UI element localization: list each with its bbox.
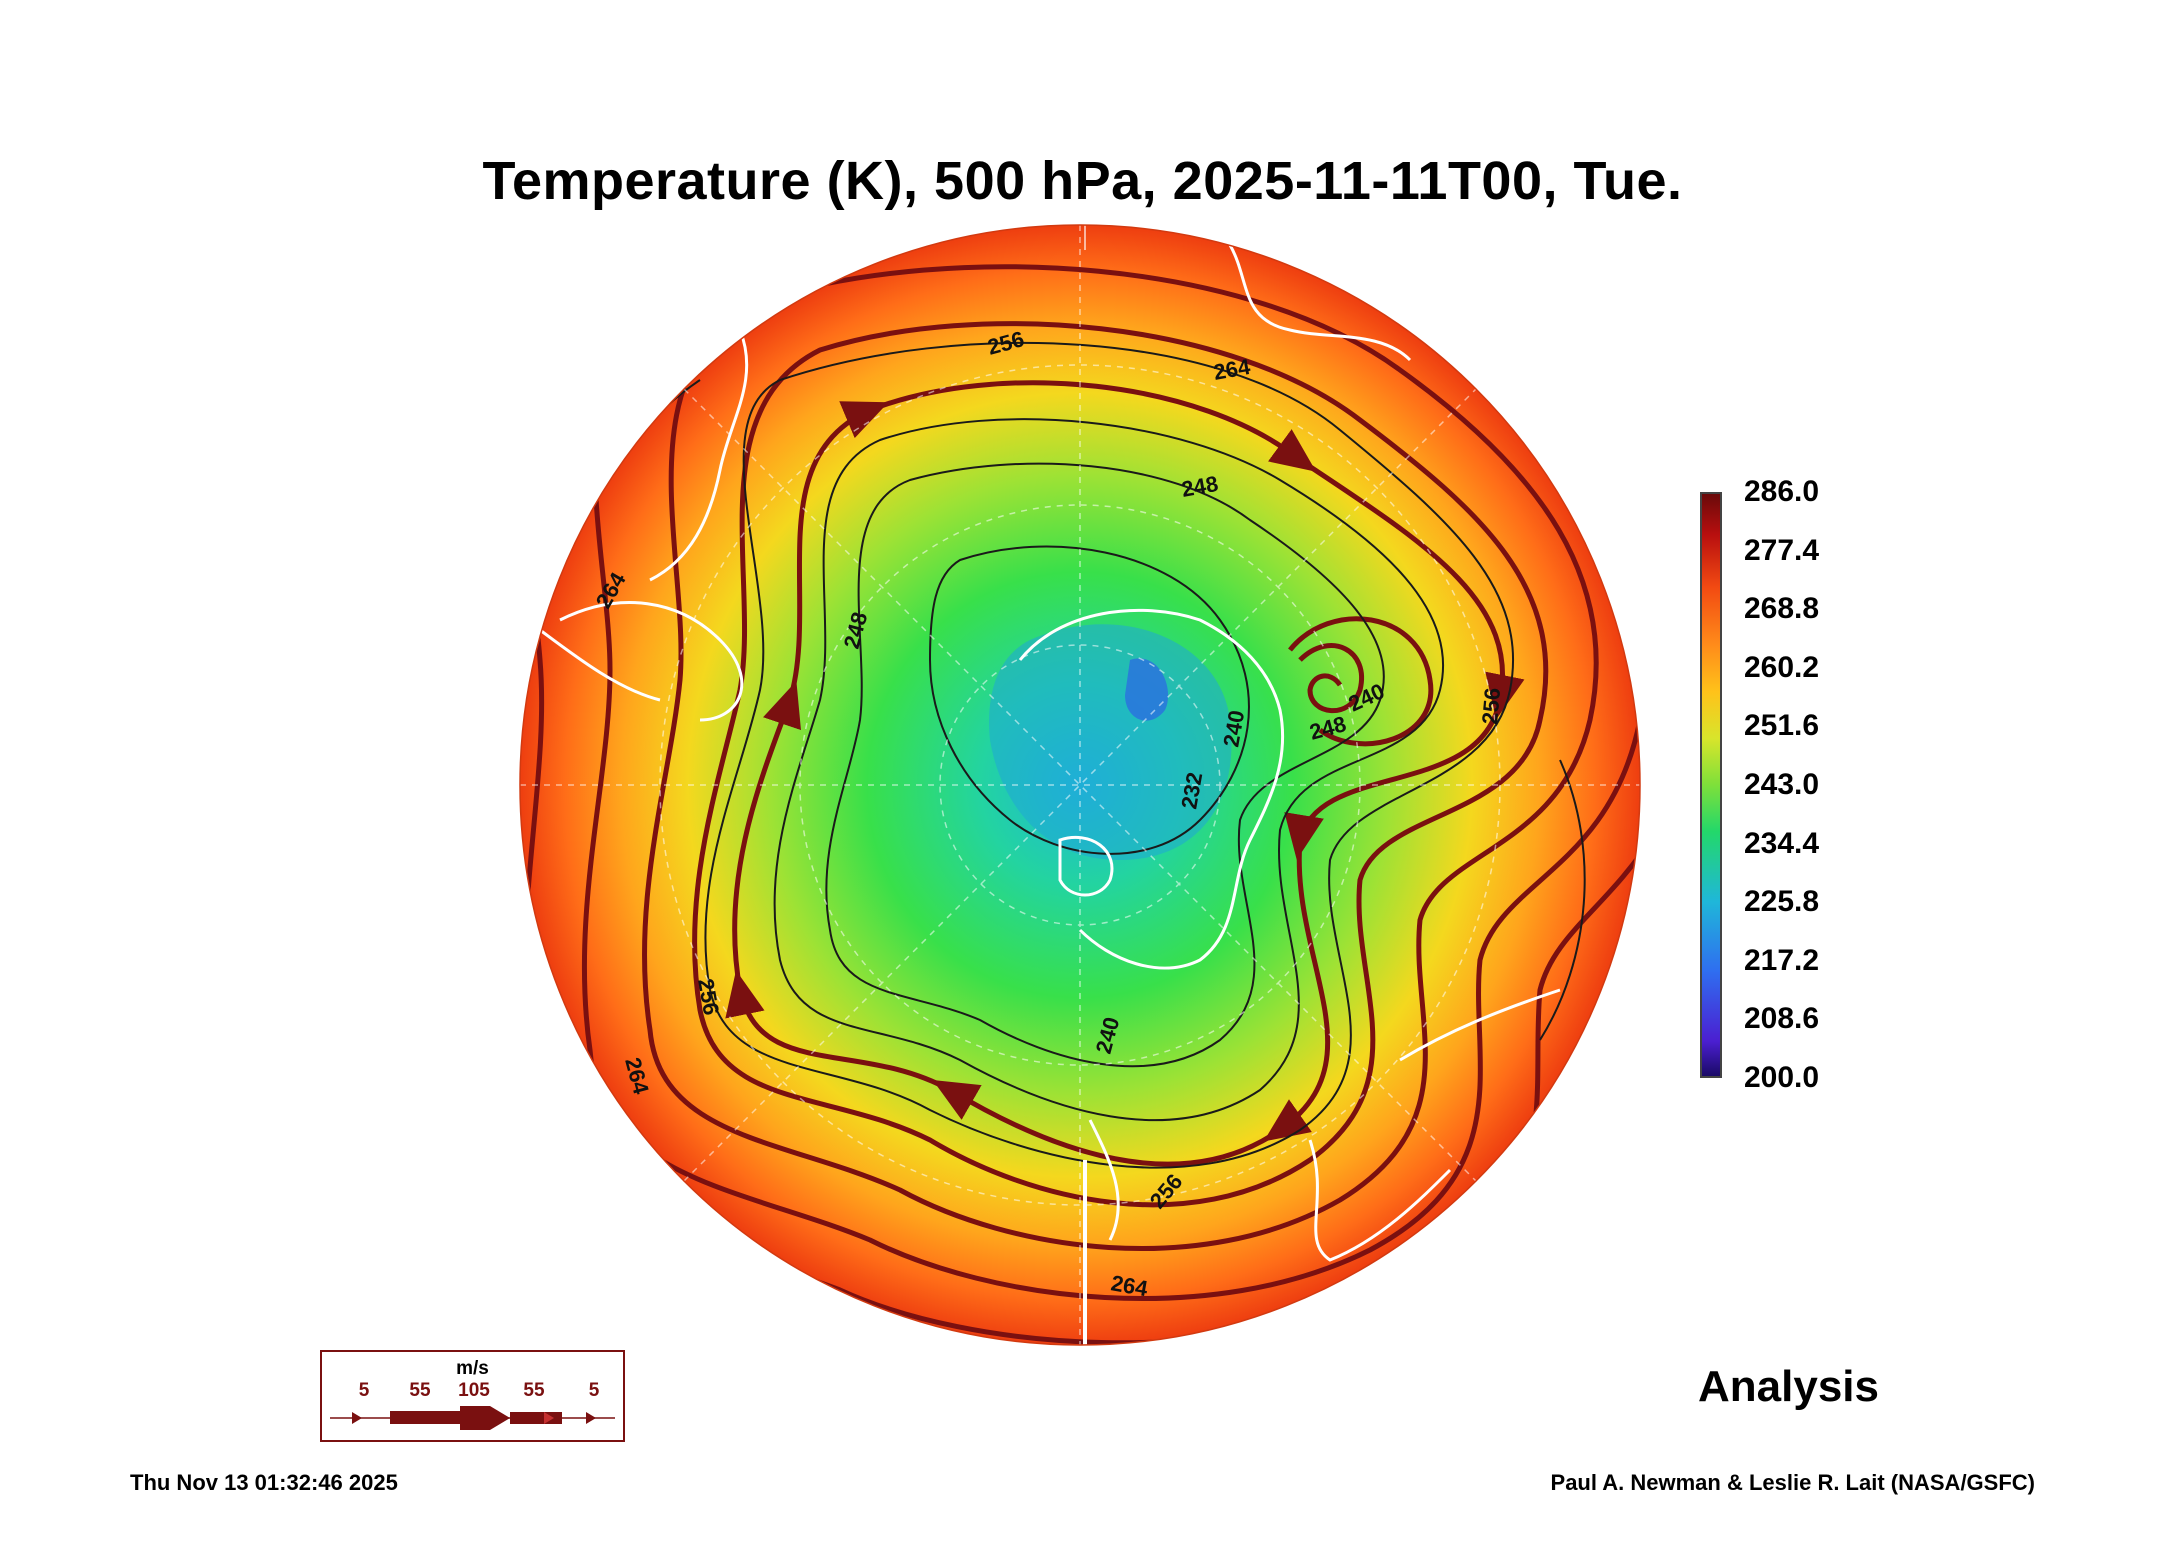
analysis-label: Analysis xyxy=(1698,1362,1879,1411)
colorbar-tick-label: 260.2 xyxy=(1744,650,1820,684)
colorbar-tick-label: 234.4 xyxy=(1744,826,1820,860)
wind-legend-speed: 5 xyxy=(588,1380,600,1401)
colorbar-tick-label: 225.8 xyxy=(1744,885,1820,919)
colorbar-tick-label: 286.0 xyxy=(1744,475,1820,508)
colorbar-tick-label: 251.6 xyxy=(1744,709,1820,743)
graticule xyxy=(520,225,1640,1345)
colorbar-tick-label: 277.4 xyxy=(1744,533,1820,567)
colorbar-tick-label: 208.6 xyxy=(1744,1002,1820,1036)
wind-legend-unit: m/s xyxy=(456,1358,489,1379)
colorbar-tick-label: 268.8 xyxy=(1744,592,1820,626)
contour-label: 256 xyxy=(1477,687,1505,726)
wind-legend-speed: 5 xyxy=(358,1380,370,1401)
contour-labels: 256 264 248 248 264 240 232 248 240 256 … xyxy=(591,326,1506,1301)
coastlines xyxy=(539,225,1561,1345)
map-title: Temperature (K), 500 hPa, 2025-11-11T00,… xyxy=(482,151,1683,211)
timestamp: Thu Nov 13 01:32:46 2025 xyxy=(130,1470,398,1495)
colorbar-tick-label: 217.2 xyxy=(1744,943,1820,977)
colorbar-tick-label: 200.0 xyxy=(1744,1061,1820,1094)
wind-legend-speed: 55 xyxy=(409,1380,431,1401)
colorbar xyxy=(1700,492,1722,1078)
wind-legend-speed: 105 xyxy=(458,1380,490,1401)
wind-speed-legend: m/s 5 55 105 55 5 xyxy=(320,1350,625,1442)
wind-legend-speed: 55 xyxy=(523,1380,545,1401)
wind-legend-arrow xyxy=(330,1406,615,1430)
colorbar-tick-label: 243.0 xyxy=(1744,768,1820,801)
credit: Paul A. Newman & Leslie R. Lait (NASA/GS… xyxy=(1550,1470,2035,1495)
